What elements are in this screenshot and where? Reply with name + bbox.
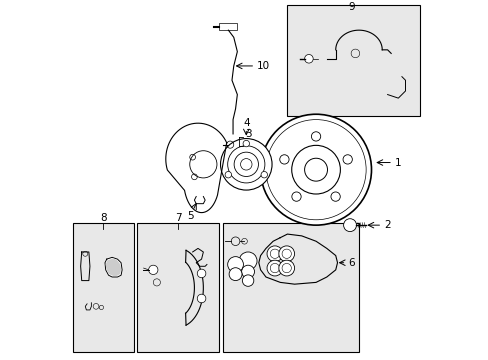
Text: 3: 3 <box>244 129 251 139</box>
Bar <box>219 23 237 30</box>
Circle shape <box>224 171 231 178</box>
Circle shape <box>240 159 251 170</box>
Circle shape <box>261 171 267 178</box>
Polygon shape <box>106 259 120 275</box>
Text: 10: 10 <box>257 61 269 71</box>
Text: 2: 2 <box>383 220 390 230</box>
Bar <box>137 223 219 352</box>
Circle shape <box>197 294 205 303</box>
Circle shape <box>239 252 257 270</box>
Circle shape <box>242 275 253 286</box>
Text: 8: 8 <box>100 213 106 223</box>
Circle shape <box>241 265 254 278</box>
Bar <box>223 223 358 352</box>
Circle shape <box>266 260 282 276</box>
Circle shape <box>330 192 340 201</box>
Circle shape <box>229 268 242 280</box>
Circle shape <box>279 155 288 164</box>
Circle shape <box>189 151 217 178</box>
Circle shape <box>311 132 320 141</box>
Circle shape <box>343 155 352 164</box>
Circle shape <box>266 246 282 262</box>
Circle shape <box>291 192 301 201</box>
Circle shape <box>304 54 312 63</box>
Circle shape <box>343 219 356 231</box>
Circle shape <box>243 140 249 147</box>
Circle shape <box>260 114 371 225</box>
Bar <box>73 223 133 352</box>
Text: 5: 5 <box>187 211 194 221</box>
Circle shape <box>227 257 243 273</box>
Circle shape <box>278 246 294 262</box>
Text: 1: 1 <box>394 158 401 167</box>
Circle shape <box>304 158 327 181</box>
Text: 4: 4 <box>243 118 249 128</box>
Text: 6: 6 <box>347 258 354 268</box>
Circle shape <box>148 265 158 275</box>
Circle shape <box>197 269 205 278</box>
Bar <box>287 5 419 116</box>
Polygon shape <box>105 257 122 277</box>
Text: 9: 9 <box>348 2 354 12</box>
Circle shape <box>278 260 294 276</box>
Text: 7: 7 <box>175 213 181 223</box>
Circle shape <box>220 139 271 190</box>
